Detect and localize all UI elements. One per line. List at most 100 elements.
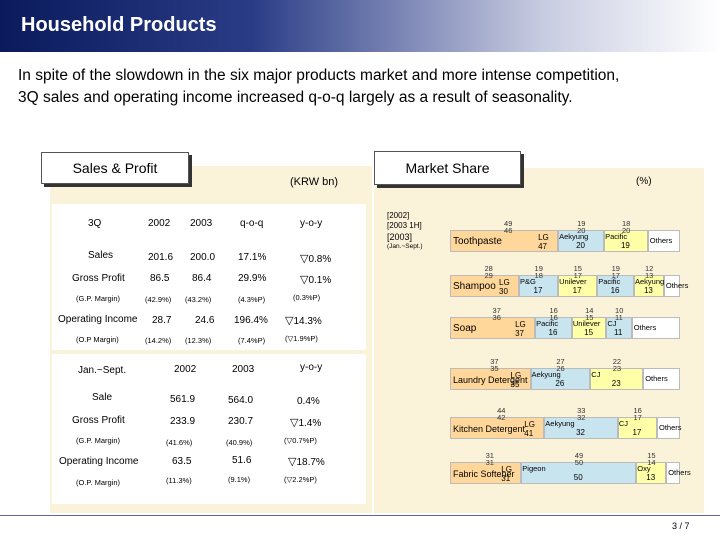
data-label-2002: 12 [644, 264, 654, 273]
competitor-label: P&G [520, 277, 536, 286]
others-label: Others [665, 281, 689, 290]
table-cell: ▽0.8% [300, 253, 332, 265]
quarter-header-2003: 2003 [190, 218, 213, 229]
data-label-2002: 19 [534, 264, 543, 273]
data-label-2003-1h: 31 [485, 458, 494, 467]
data-label-2003-1h: 16 [549, 313, 558, 322]
data-label-2002: 15 [647, 451, 656, 460]
competitor-label: Aekyung [531, 370, 561, 379]
legend-2003-1h: [2003 1H] [387, 221, 422, 230]
competitor-label: Unilever [559, 277, 587, 286]
ytd-header-yoy: y-o-y [300, 362, 323, 373]
data-label-2002: 37 [492, 306, 501, 315]
competitor-label: Oxy [637, 464, 651, 473]
table-cell: 564.0 [228, 395, 254, 406]
lg-label: LG [510, 371, 522, 380]
table-row-label: (G.P. Margin) [76, 436, 121, 445]
data-label-2003-1h: 29 [484, 271, 493, 280]
data-label-2002: 27 [556, 357, 565, 366]
data-label-2002: 19 [577, 219, 586, 228]
table-cell: ▽14.3% [285, 315, 322, 327]
table-cell: (▽2.2%P) [284, 475, 317, 484]
bar-lg-3 [450, 368, 531, 390]
legend-2003: [2003] [387, 232, 413, 242]
others-label: Others [649, 236, 673, 245]
lg-label: LG [499, 278, 510, 287]
data-label-2003: 15 [584, 328, 594, 337]
competitor-label: CJ [591, 370, 601, 379]
summary-line-2: 3Q sales and operating income increased … [18, 89, 573, 106]
table-cell: (9.1%) [228, 475, 251, 484]
bar-competitor [636, 462, 667, 484]
table-cell: 561.9 [170, 394, 196, 405]
table-cell: ▽0.1% [300, 274, 332, 286]
bar-competitor [535, 317, 572, 339]
bar-competitor [571, 317, 607, 339]
table-cell: 196.4% [234, 315, 268, 326]
data-label-2003-1h: 20 [577, 226, 586, 235]
bar-competitor [617, 417, 657, 439]
table-cell: 86.4 [192, 273, 212, 284]
data-label-2003: 32 [576, 428, 585, 437]
table-row-label: (G.P. Margin) [76, 294, 121, 303]
table-cell: 230.7 [228, 416, 254, 427]
data-label-2003-1h: 23 [612, 364, 622, 373]
competitor-label: Aekyung [635, 277, 665, 286]
market-share-panel [374, 168, 704, 513]
table-cell: (42.9%) [145, 295, 172, 304]
competitor-label: Aekyung [545, 419, 575, 428]
table-cell: ▽1.4% [290, 417, 322, 429]
data-label-2002: 33 [577, 406, 586, 415]
table-row-label: Operating Income [59, 456, 139, 467]
table-cell: 24.6 [195, 315, 215, 326]
data-label-2003: 20 [576, 241, 585, 250]
data-label-2003: 35 [510, 380, 520, 389]
table-cell: (41.6%) [166, 438, 193, 447]
data-label-2002: 16 [549, 306, 558, 315]
page-title: Household Products [21, 14, 217, 36]
bar-competitor [530, 368, 591, 390]
table-cell: (0.3%P) [293, 293, 321, 302]
competitor-label: Pigeon [522, 464, 546, 473]
sales-profit-tab-label: Sales & Profit [72, 160, 158, 176]
data-label-2003-1h: 36 [492, 313, 501, 322]
bar-others [663, 275, 680, 297]
data-label-2002: 28 [484, 264, 493, 273]
data-label-2003-1h: 18 [534, 271, 543, 280]
category-label: Toothpaste [453, 236, 502, 247]
others-label: Others [633, 323, 657, 332]
down-triangle-icon: ▽ [285, 315, 294, 327]
data-label-2002: 16 [633, 406, 642, 415]
lg-label: LG [538, 233, 549, 242]
data-label-2003-1h: 32 [577, 413, 586, 422]
table-row-label: (O.P. Margin) [76, 478, 121, 487]
ytd-header-2003: 2003 [232, 364, 255, 375]
data-label-2003: 37 [515, 329, 524, 338]
table-cell: 233.9 [170, 416, 196, 427]
down-triangle-icon: ▽ [300, 274, 309, 286]
competitor-label: Unilever [572, 319, 601, 328]
legend-2002: [2002] [387, 211, 410, 220]
table-cell: (▽0.7%P) [284, 436, 317, 445]
bar-competitor [604, 230, 648, 252]
bar-lg-0 [450, 230, 559, 252]
table-cell: (▽1.9%P) [285, 334, 318, 343]
bar-lg-4 [450, 417, 545, 439]
data-label-2003-1h: 50 [574, 458, 584, 467]
table-row-label: Sales [88, 250, 114, 261]
data-label-2003: 11 [614, 328, 623, 337]
others-label: Others [645, 374, 668, 383]
table-row-label: Gross Profit [72, 273, 125, 284]
data-label-2003: 47 [538, 242, 547, 251]
summary-text: In spite of the slowdown in the six majo… [18, 65, 708, 109]
ytd-header-2002: 2002 [174, 364, 197, 375]
bar-competitor [558, 275, 598, 297]
bar-others [647, 230, 680, 252]
data-label-2002: 19 [611, 264, 620, 273]
table-cell: ▽18.7% [288, 456, 325, 468]
bar-others [631, 317, 680, 339]
data-label-2002: 49 [574, 451, 584, 460]
down-triangle-icon: ▽ [290, 417, 299, 429]
summary-line-1: In spite of the slowdown in the six majo… [18, 67, 620, 84]
data-label-2002: 31 [485, 451, 494, 460]
